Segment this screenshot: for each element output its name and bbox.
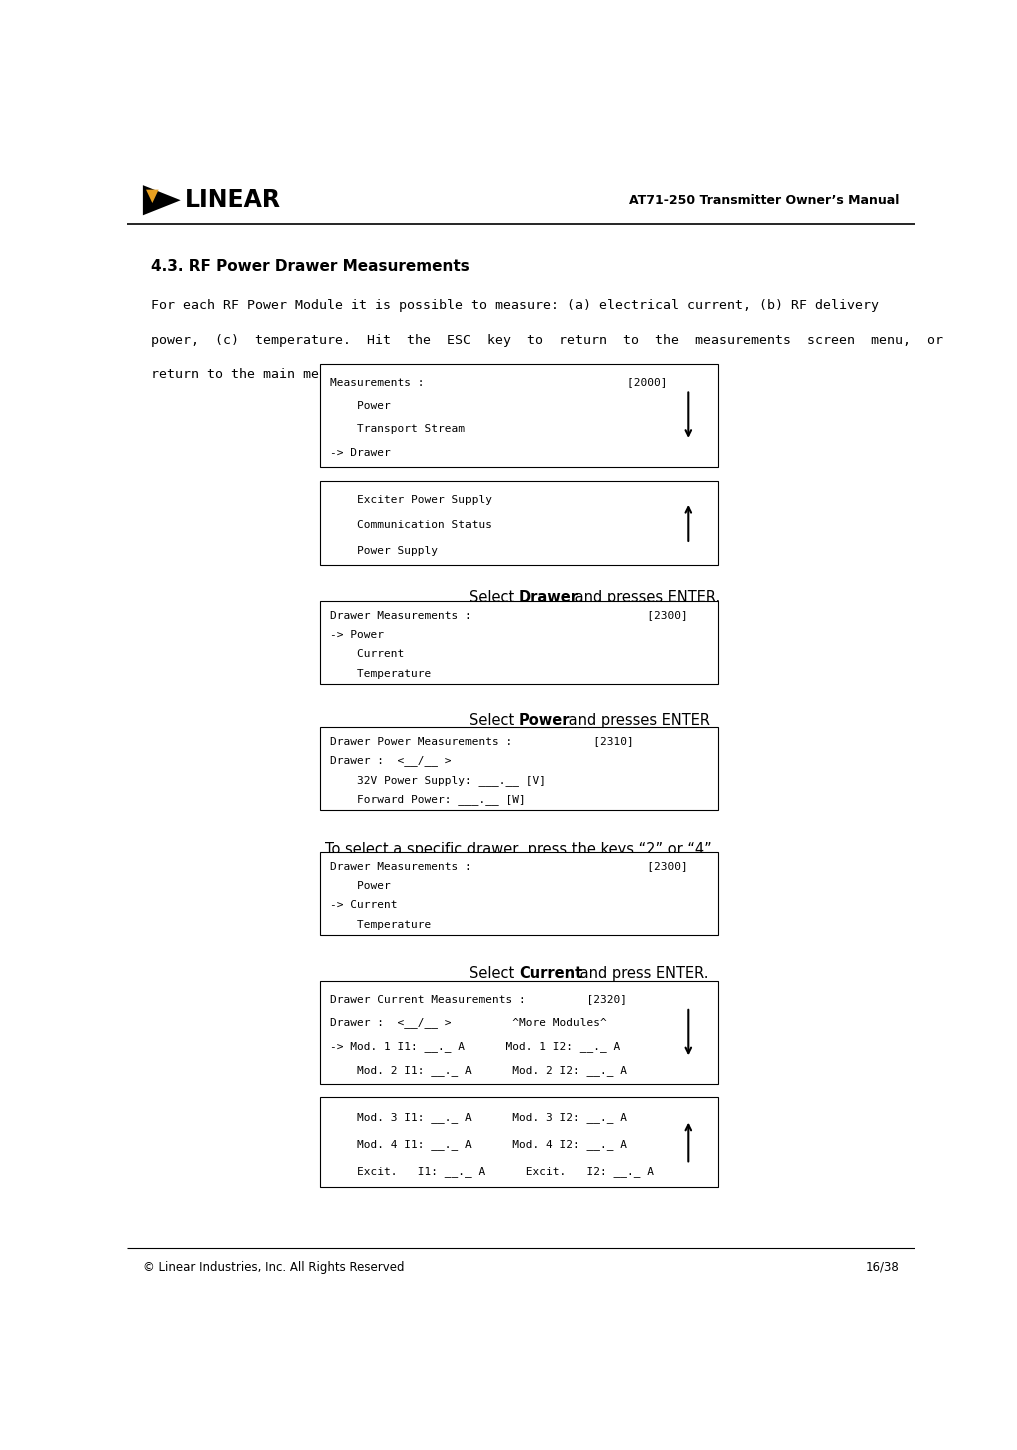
Text: return to the main menu screen and select measurements.: return to the main menu screen and selec… xyxy=(151,368,591,381)
Text: Drawer Power Measurements :            [2310]: Drawer Power Measurements : [2310] xyxy=(330,737,634,747)
Text: To select a specific drawer, press the keys “2” or “4”.: To select a specific drawer, press the k… xyxy=(325,841,717,857)
Text: 32V Power Supply: ___.__ [V]: 32V Power Supply: ___.__ [V] xyxy=(330,774,546,786)
Text: -> Drawer: -> Drawer xyxy=(330,448,391,458)
FancyBboxPatch shape xyxy=(320,1098,718,1186)
Text: Measurements :                              [2000]: Measurements : [2000] xyxy=(330,377,667,387)
Text: Current: Current xyxy=(519,966,582,980)
Text: Drawer Measurements :                          [2300]: Drawer Measurements : [2300] xyxy=(330,861,687,871)
Text: and press ENTER.: and press ENTER. xyxy=(575,966,708,980)
Text: -> Mod. 1 I1: __._ A      Mod. 1 I2: __._ A: -> Mod. 1 I1: __._ A Mod. 1 I2: __._ A xyxy=(330,1041,620,1053)
Text: 4.3. RF Power Drawer Measurements: 4.3. RF Power Drawer Measurements xyxy=(151,260,470,274)
Text: Drawer: Drawer xyxy=(519,590,579,606)
FancyBboxPatch shape xyxy=(320,600,718,684)
Polygon shape xyxy=(142,186,181,215)
Polygon shape xyxy=(146,190,159,203)
FancyBboxPatch shape xyxy=(320,481,718,566)
Text: Mod. 3 I1: __._ A      Mod. 3 I2: __._ A: Mod. 3 I1: __._ A Mod. 3 I2: __._ A xyxy=(330,1112,626,1124)
Text: 16/38: 16/38 xyxy=(865,1260,900,1273)
Text: Drawer :  <__/__ >: Drawer : <__/__ > xyxy=(330,755,452,766)
FancyBboxPatch shape xyxy=(320,851,718,935)
Text: Select: Select xyxy=(469,966,519,980)
Text: Communication Status: Communication Status xyxy=(330,521,491,531)
Text: Power: Power xyxy=(330,880,391,890)
Text: Forward Power: ___.__ [W]: Forward Power: ___.__ [W] xyxy=(330,795,526,805)
Text: Current: Current xyxy=(330,650,404,660)
Text: Power Supply: Power Supply xyxy=(330,545,437,555)
Text: Drawer Current Measurements :         [2320]: Drawer Current Measurements : [2320] xyxy=(330,995,626,1005)
FancyBboxPatch shape xyxy=(320,364,718,467)
Text: and presses ENTER.: and presses ENTER. xyxy=(571,590,720,606)
Text: Select: Select xyxy=(469,713,519,728)
Text: -> Current: -> Current xyxy=(330,900,398,911)
Text: For each RF Power Module it is possible to measure: (a) electrical current, (b) : For each RF Power Module it is possible … xyxy=(151,299,879,312)
Text: Temperature: Temperature xyxy=(330,919,431,929)
Text: and presses ENTER: and presses ENTER xyxy=(563,713,710,728)
Text: © Linear Industries, Inc. All Rights Reserved: © Linear Industries, Inc. All Rights Res… xyxy=(142,1260,405,1273)
FancyBboxPatch shape xyxy=(320,982,718,1085)
Text: Temperature: Temperature xyxy=(330,668,431,679)
Text: Select: Select xyxy=(469,590,519,606)
Text: AT71-250 Transmitter Owner’s Manual: AT71-250 Transmitter Owner’s Manual xyxy=(630,194,900,207)
Text: Transport Stream: Transport Stream xyxy=(330,425,465,435)
Text: LINEAR: LINEAR xyxy=(185,188,281,212)
Text: Power: Power xyxy=(330,400,391,410)
Text: Excit.   I1: __._ A      Excit.   I2: __._ A: Excit. I1: __._ A Excit. I2: __._ A xyxy=(330,1166,654,1177)
FancyBboxPatch shape xyxy=(320,726,718,811)
Text: Mod. 2 I1: __._ A      Mod. 2 I2: __._ A: Mod. 2 I1: __._ A Mod. 2 I2: __._ A xyxy=(330,1066,626,1076)
Text: -> Power: -> Power xyxy=(330,629,383,639)
Text: Mod. 4 I1: __._ A      Mod. 4 I2: __._ A: Mod. 4 I1: __._ A Mod. 4 I2: __._ A xyxy=(330,1140,626,1150)
Text: Drawer :  <__/__ >         ^More Modules^: Drawer : <__/__ > ^More Modules^ xyxy=(330,1018,606,1028)
Text: Drawer Measurements :                          [2300]: Drawer Measurements : [2300] xyxy=(330,610,687,621)
Text: Power: Power xyxy=(519,713,571,728)
Text: power,  (c)  temperature.  Hit  the  ESC  key  to  return  to  the  measurements: power, (c) temperature. Hit the ESC key … xyxy=(151,334,943,347)
Text: Exciter Power Supply: Exciter Power Supply xyxy=(330,494,491,505)
